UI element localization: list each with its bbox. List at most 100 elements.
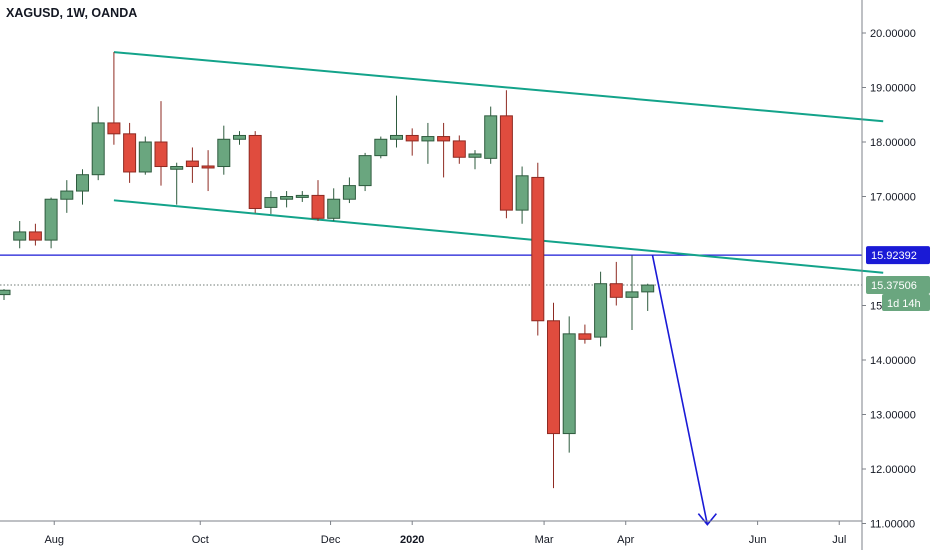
price-badges: 15.92392 15.37506 1d 14h xyxy=(866,246,930,312)
candle-body xyxy=(452,140,466,158)
hline-price-badge[interactable]: 15.92392 xyxy=(866,246,930,265)
candle-body xyxy=(390,134,403,140)
price-tick-label: 12.00000 xyxy=(870,464,916,476)
candle[interactable] xyxy=(60,180,74,213)
candle-body xyxy=(0,289,11,296)
candle-body xyxy=(264,197,278,208)
candle-body xyxy=(562,333,576,435)
candle[interactable] xyxy=(138,136,152,175)
price-tick-label: 19.00000 xyxy=(870,83,916,95)
time-tick-label: Jul xyxy=(832,534,846,546)
candle-body xyxy=(468,153,482,158)
candle[interactable] xyxy=(280,191,294,208)
projection-line[interactable] xyxy=(651,254,709,525)
candle[interactable] xyxy=(374,136,388,159)
candle[interactable] xyxy=(421,122,435,164)
candle[interactable] xyxy=(358,152,372,192)
price-tick-label: 13.00000 xyxy=(870,410,916,422)
candle-body xyxy=(44,198,58,241)
time-tick-label: Oct xyxy=(192,534,209,546)
candle-body xyxy=(499,115,513,211)
candle[interactable] xyxy=(264,191,278,214)
candles xyxy=(0,52,655,489)
candle-body xyxy=(295,194,309,198)
candle-body xyxy=(123,133,137,173)
channel-lower-line[interactable] xyxy=(113,199,884,274)
candle[interactable] xyxy=(625,255,639,331)
channel-upper-line[interactable] xyxy=(113,51,884,123)
candle[interactable] xyxy=(578,324,592,344)
candle[interactable] xyxy=(28,223,42,246)
candle-body xyxy=(76,174,89,192)
candle[interactable] xyxy=(468,150,482,170)
candle-body xyxy=(421,136,435,142)
candle[interactable] xyxy=(295,191,309,202)
candle[interactable] xyxy=(609,261,623,306)
candle[interactable] xyxy=(437,122,451,178)
candle[interactable] xyxy=(405,128,419,156)
candle[interactable] xyxy=(531,162,545,336)
candle[interactable] xyxy=(76,169,89,205)
candle[interactable] xyxy=(547,302,560,489)
candle[interactable] xyxy=(0,289,11,301)
candle[interactable] xyxy=(91,106,105,181)
candle[interactable] xyxy=(154,101,168,186)
candle-body xyxy=(327,198,341,219)
candle-body xyxy=(28,231,42,241)
candle-body xyxy=(13,231,27,241)
candle[interactable] xyxy=(311,180,325,222)
candle[interactable] xyxy=(123,122,137,183)
candle-body xyxy=(248,134,262,209)
candle[interactable] xyxy=(562,316,576,453)
last-price-badge-bg xyxy=(866,276,930,295)
time-tick-label: 2020 xyxy=(400,534,424,546)
candle-body xyxy=(185,160,199,168)
candle[interactable] xyxy=(641,283,655,311)
candle-body xyxy=(358,155,372,187)
candle-body xyxy=(233,134,246,140)
candle[interactable] xyxy=(484,106,498,164)
candle-body xyxy=(625,291,639,298)
candle[interactable] xyxy=(170,162,184,205)
candle-body xyxy=(405,134,419,142)
candle-body xyxy=(342,185,356,200)
candle[interactable] xyxy=(342,177,356,204)
candle-body xyxy=(594,283,608,338)
candle-body xyxy=(311,194,325,219)
candle[interactable] xyxy=(44,197,58,249)
candle[interactable] xyxy=(515,166,529,224)
candle-body xyxy=(515,175,529,211)
candle[interactable] xyxy=(201,150,215,192)
candle[interactable] xyxy=(594,271,608,347)
candle-body xyxy=(437,136,451,142)
candle-body xyxy=(374,138,388,157)
candle[interactable] xyxy=(327,188,341,222)
candle-body xyxy=(578,333,592,340)
candle-body xyxy=(170,166,184,170)
price-tick-label: 18.00000 xyxy=(870,137,916,149)
candle[interactable] xyxy=(107,52,121,145)
candle-body xyxy=(280,196,294,200)
price-tick-label: 20.00000 xyxy=(870,28,916,40)
candle-body xyxy=(154,141,168,168)
candle[interactable] xyxy=(452,135,466,164)
time-tick-label: Apr xyxy=(617,534,634,546)
countdown-badge-text: 1d 14h xyxy=(887,298,921,310)
candle-body xyxy=(138,141,152,173)
candle[interactable] xyxy=(217,125,231,175)
candle[interactable] xyxy=(233,131,246,145)
candle-body xyxy=(641,284,655,293)
candle[interactable] xyxy=(499,90,513,219)
symbol-header: XAGUSD, 1W, OANDA xyxy=(6,6,138,20)
countdown-badge: 1d 14h xyxy=(882,294,930,312)
time-tick-label: Dec xyxy=(321,534,341,546)
last-price-badge[interactable]: 15.37506 xyxy=(866,276,930,295)
price-tick-label: 11.00000 xyxy=(870,519,915,531)
candle[interactable] xyxy=(390,95,403,148)
candle-body xyxy=(201,165,215,169)
candle[interactable] xyxy=(248,131,262,213)
candle[interactable] xyxy=(185,147,199,183)
candle[interactable] xyxy=(13,221,27,249)
price-tick-label: 14.00000 xyxy=(870,355,916,367)
